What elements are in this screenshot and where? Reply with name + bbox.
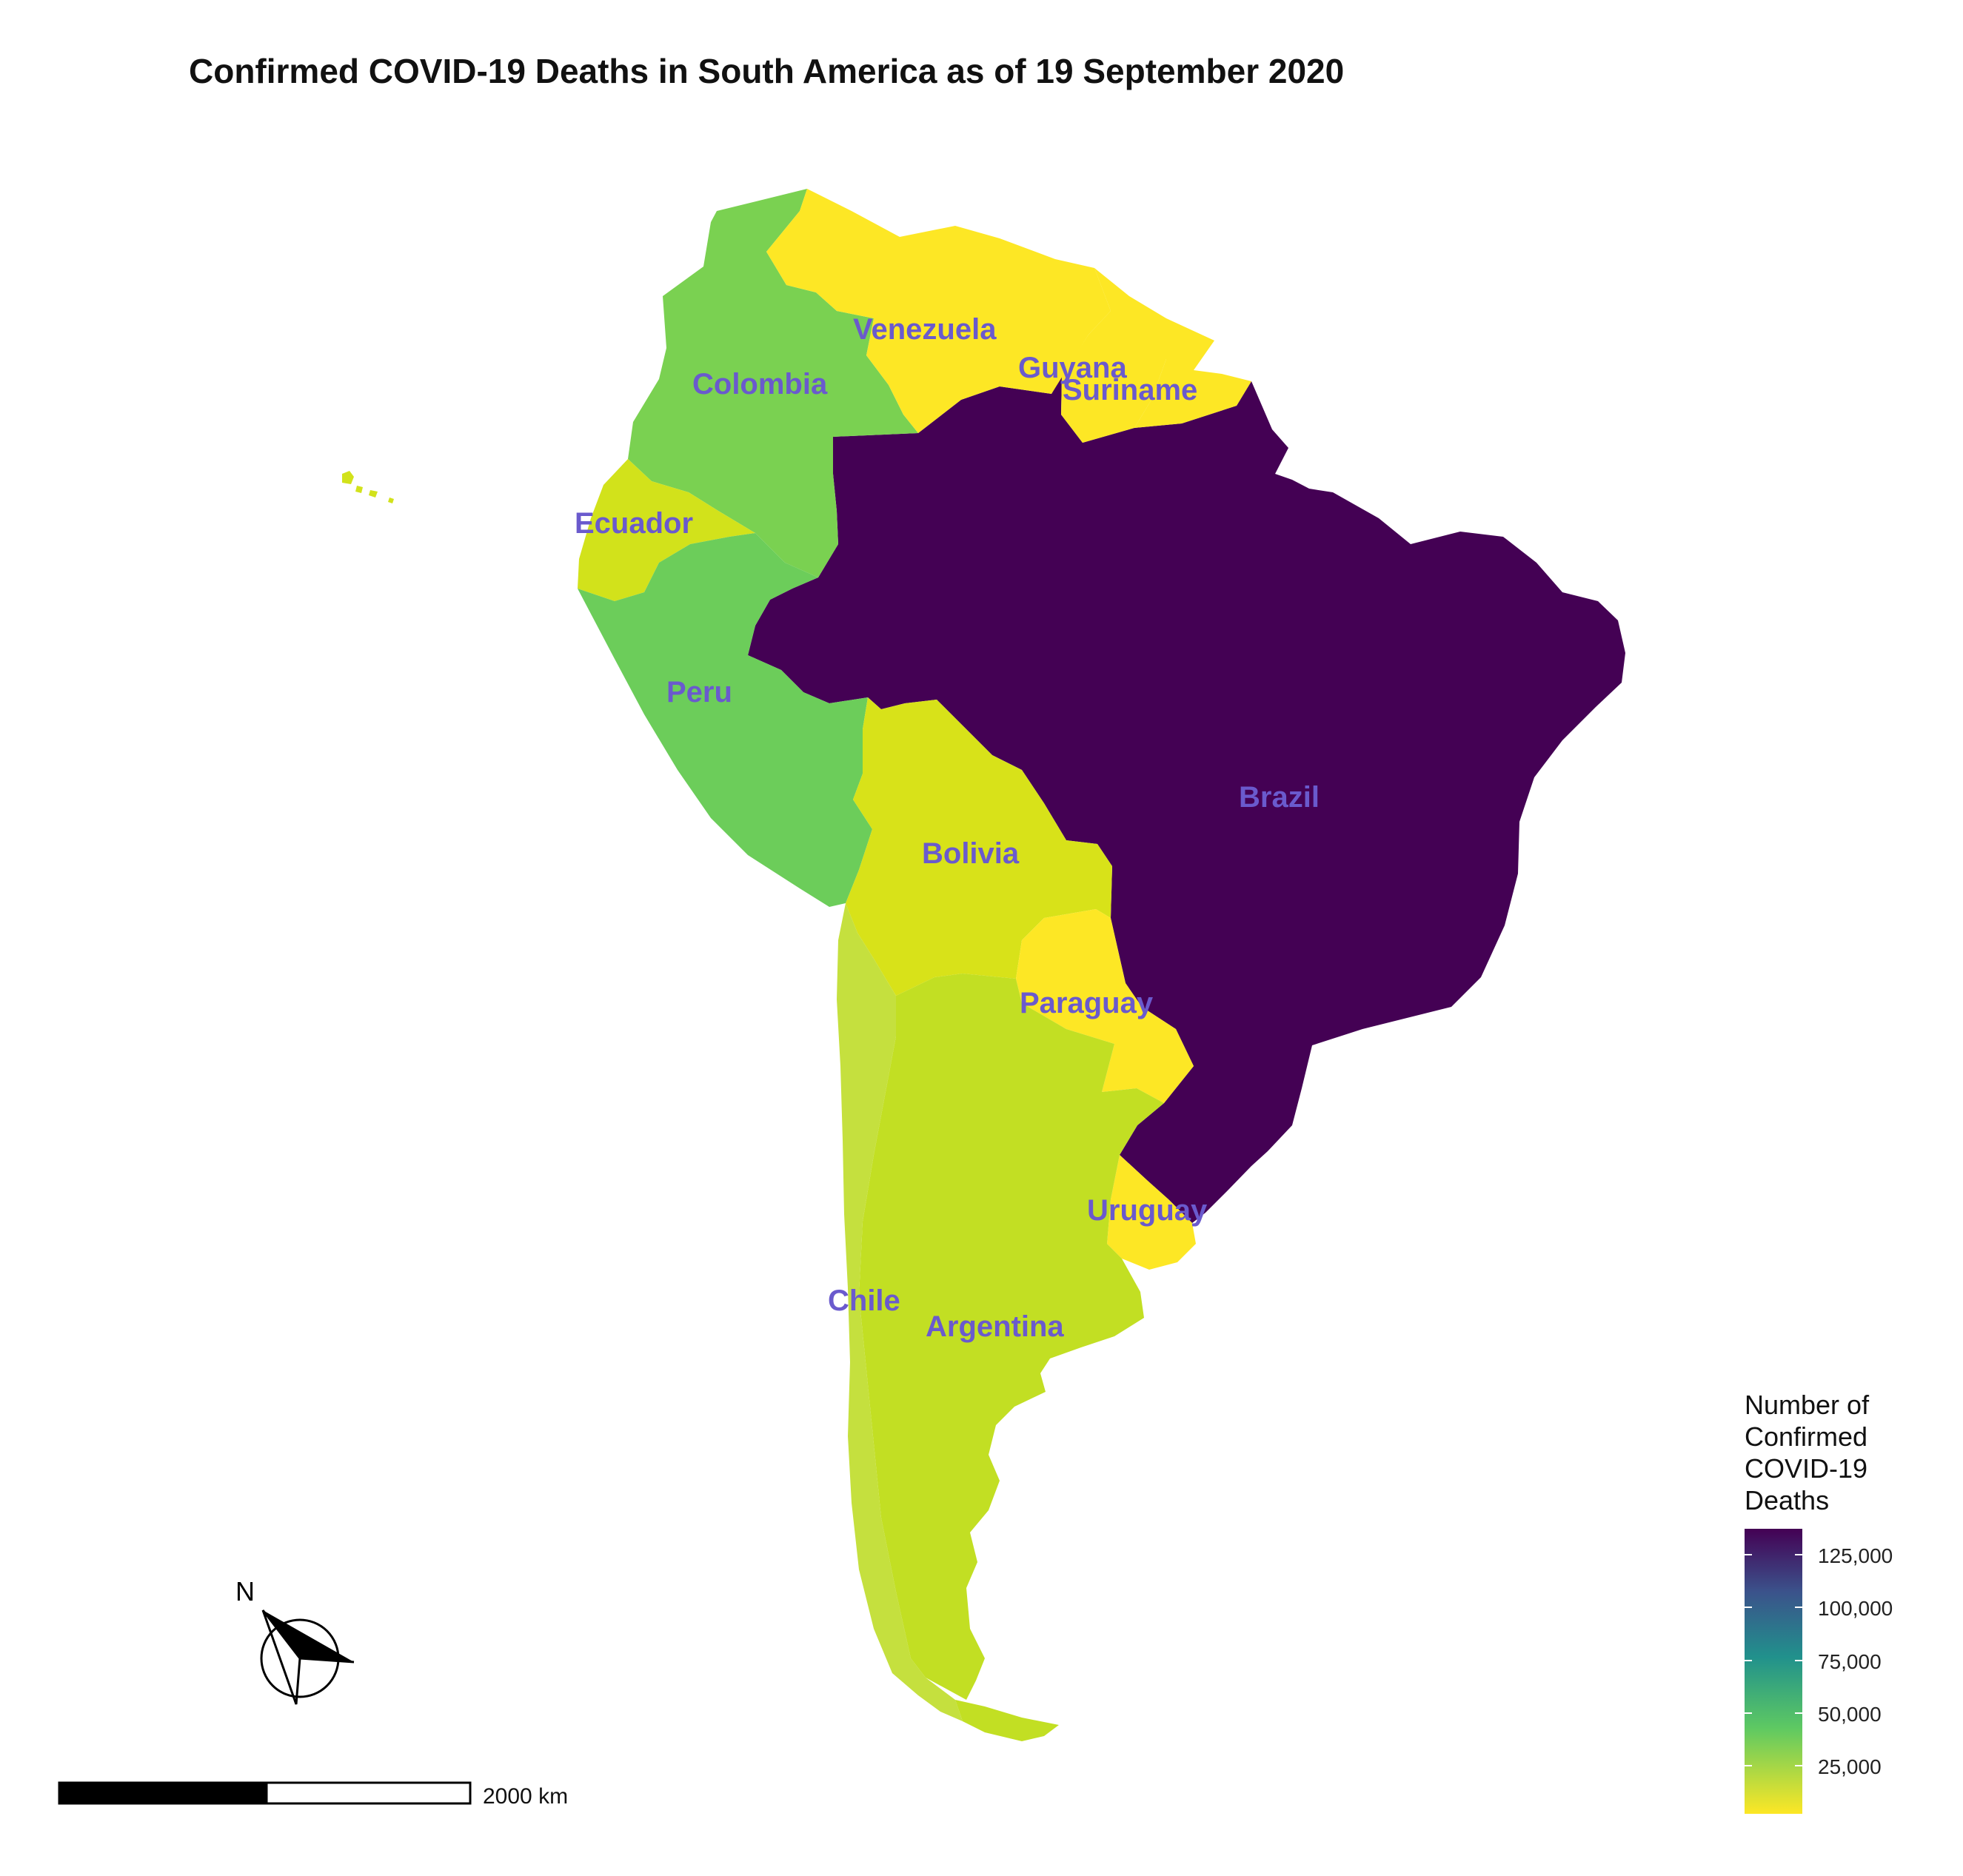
country-guyana[interactable] [1061, 268, 1166, 443]
legend-tick-label-4: 50,000 [1818, 1703, 1882, 1726]
country-uruguay[interactable] [1107, 1155, 1196, 1270]
country-chile[interactable] [837, 903, 963, 1721]
label-suriname: Suriname [1063, 374, 1197, 406]
label-guyana: Guyana [1018, 352, 1127, 384]
legend-ticks [1745, 1554, 1802, 1766]
scale-bar: 2000 km [58, 1781, 568, 1809]
legend-title-line-3: COVID-19 [1745, 1453, 1867, 1484]
label-venezuela: Venezuela [853, 313, 997, 346]
legend-tick-label-5: 25,000 [1818, 1755, 1882, 1778]
country-suriname[interactable] [1134, 318, 1251, 428]
label-chile: Chile [828, 1284, 900, 1317]
country-argentina-tierra-del-fuego[interactable] [955, 1700, 1059, 1741]
label-argentina: Argentina [926, 1310, 1064, 1343]
legend-tick-label-1: 125,000 [1818, 1544, 1893, 1567]
legend-color-bar [1745, 1529, 1802, 1814]
legend: Number of Confirmed COVID-19 Deaths 125,… [1745, 1390, 1893, 1814]
countries-layer [578, 189, 1625, 1741]
country-ecuador[interactable] [578, 459, 755, 601]
country-peru[interactable] [578, 533, 872, 907]
galapagos-islands [342, 471, 394, 503]
map-title: Confirmed COVID-19 Deaths in South Ameri… [189, 52, 1344, 90]
scale-bar-label: 2000 km [483, 1784, 568, 1809]
legend-title-line-1: Number of [1745, 1390, 1870, 1420]
label-paraguay: Paraguay [1020, 987, 1154, 1019]
label-uruguay: Uruguay [1087, 1194, 1208, 1227]
country-argentina[interactable] [859, 974, 1164, 1700]
north-arrow-label: N [235, 1576, 255, 1607]
label-brazil: Brazil [1239, 781, 1320, 814]
north-arrow-pointer-icon [263, 1610, 354, 1662]
country-bolivia[interactable] [846, 697, 1112, 996]
legend-tick-label-2: 100,000 [1818, 1597, 1893, 1620]
label-colombia: Colombia [692, 368, 828, 401]
label-bolivia: Bolivia [922, 837, 1020, 870]
country-paraguay[interactable] [1016, 909, 1194, 1103]
legend-title-line-4: Deaths [1745, 1485, 1829, 1515]
north-arrow-tail-icon [261, 1609, 301, 1705]
country-brazil[interactable] [748, 376, 1625, 1223]
label-ecuador: Ecuador [575, 507, 693, 540]
legend-title-line-2: Confirmed [1745, 1421, 1867, 1452]
scale-bar-white-segment [265, 1781, 472, 1805]
north-arrow: N [235, 1576, 355, 1705]
country-colombia[interactable] [628, 189, 918, 577]
label-peru: Peru [666, 676, 732, 708]
legend-tick-label-3: 75,000 [1818, 1650, 1882, 1673]
country-labels: Venezuela Colombia Guyana Suriname Ecuad… [575, 313, 1320, 1343]
scale-bar-black-segment [58, 1781, 268, 1805]
country-venezuela[interactable] [766, 189, 1111, 433]
